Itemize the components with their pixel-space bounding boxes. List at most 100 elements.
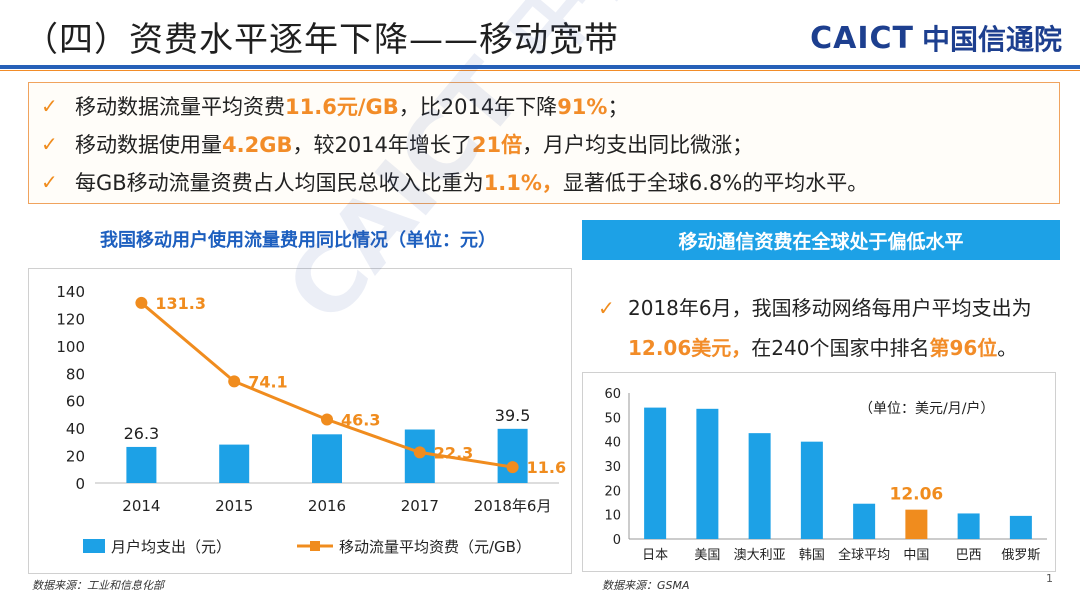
left-source: 数据来源：工业和信息化部 [32, 579, 164, 592]
bar [219, 444, 250, 483]
traffic-cost-chart: 0 20 40 60 80 100 120 140 26.3 2014 2015 2016 2017 39… [56, 283, 566, 556]
line-value-label: 11.6 [527, 458, 566, 477]
global-arpu-chart: 0 10 20 30 40 50 60 （单位：美元/月/户） 日本 美国 澳大利亚 韩国 全球平均 中国… [604, 387, 1047, 563]
y-tick-label: 40 [604, 436, 621, 451]
right-source: 数据来源：GSMA [602, 579, 690, 592]
bar [853, 503, 876, 539]
right-chart-panel: 0 10 20 30 40 50 60 （单位：美元/月/户） 日本 美国 澳大利亚 韩国 全球平均 中国… [582, 372, 1056, 572]
bar-value-label: 26.3 [124, 424, 160, 443]
page-title: （四）资费水平逐年下降——移动宽带 [24, 20, 619, 60]
unit-label: （单位：美元/月/户） [859, 400, 994, 417]
x-tick-label: 全球平均 [838, 547, 890, 563]
line-point [321, 413, 333, 426]
line-point [506, 461, 519, 474]
bar [905, 509, 928, 539]
body-text: ； [607, 95, 629, 119]
body-text: 。 [997, 336, 1018, 360]
check-icon: ✓ [41, 94, 58, 118]
bar [644, 407, 667, 539]
legend-swatch-bar [83, 539, 105, 553]
x-tick-label: 韩国 [799, 548, 825, 563]
bar [748, 433, 771, 539]
body-text: 在240个国家中排名 [751, 336, 930, 360]
legend-label-line: 移动流量平均资费（元/GB） [339, 538, 531, 556]
highlight-text: 4.2GB [222, 133, 293, 157]
body-text: 移动数据使用量 [75, 133, 222, 157]
header-rule [0, 65, 1080, 69]
bar-value-label: 39.5 [495, 406, 531, 425]
page-number: 1 [1046, 572, 1053, 585]
x-tick-label: 俄罗斯 [1001, 548, 1040, 563]
highlight-text: 第96位 [929, 336, 998, 360]
highlight-text: 1.1%， [483, 171, 563, 195]
line-value-label: 74.1 [248, 372, 287, 391]
y-tick-label: 60 [66, 393, 85, 411]
caict-logo: CAICT 中国信通院 [810, 18, 1062, 58]
highlight-text: 91% [557, 95, 608, 119]
line-value-label: 131.3 [155, 294, 206, 313]
body-text: 显著低于全球6.8%的平均水平。 [562, 171, 869, 195]
y-tick-label: 0 [75, 475, 85, 493]
legend-label-bar: 月户均支出（元） [111, 538, 231, 556]
check-icon: ✓ [41, 132, 58, 156]
y-tick-label: 20 [66, 448, 85, 466]
y-tick-label: 60 [604, 387, 621, 402]
highlight-text: 12.06美元， [628, 336, 752, 360]
bar [126, 446, 157, 483]
highlight-text: 11.6元/GB [285, 95, 399, 119]
left-chart-panel: 0 20 40 60 80 100 120 140 26.3 2014 2015 2016 2017 39… [28, 268, 572, 574]
bar [1009, 515, 1032, 539]
x-tick-label: 美国 [694, 548, 720, 563]
body-text: ，较2014年增长了 [292, 133, 472, 157]
bullet-3: ✓ 每GB移动流量资费占人均国民总收入比重为1.1%，显著低于全球6.8%的平均水… [41, 163, 1059, 201]
summary-bullets: ✓ 移动数据流量平均资费11.6元/GB，比2014年下降91%； ✓ 移动数据使用… [28, 82, 1060, 204]
y-tick-label: 140 [56, 283, 85, 301]
body-text: 移动数据流量平均资费 [75, 95, 285, 119]
x-tick-label: 2018年6月 [474, 497, 552, 515]
y-tick-label: 40 [66, 420, 85, 438]
x-tick-label: 2016 [308, 497, 346, 515]
logo-cn: 中国信通院 [921, 23, 1062, 56]
body-text: ，月户均支出同比微涨； [522, 133, 754, 157]
check-icon: ✓ [41, 170, 58, 194]
x-tick-label: 中国 [903, 548, 929, 563]
body-text: 每GB移动流量资费占人均国民总收入比重为 [75, 171, 484, 195]
y-tick-label: 50 [604, 411, 621, 426]
x-tick-label: 2015 [215, 497, 253, 515]
right-text-line2: 12.06美元，在240个国家中排名第96位。 [598, 328, 1068, 368]
right-summary: ✓ 2018年6月，我国移动网络每用户平均支出为 12.06美元，在240个国家中… [598, 288, 1068, 368]
y-tick-label: 0 [613, 533, 621, 548]
x-tick-label: 澳大利亚 [734, 547, 786, 563]
bar [957, 513, 980, 539]
line-value-label: 46.3 [341, 411, 380, 430]
bar [696, 408, 719, 539]
y-tick-label: 80 [66, 365, 85, 383]
y-tick-label: 30 [604, 460, 621, 475]
highlight-text: 21倍 [471, 133, 523, 157]
right-banner: 移动通信资费在全球处于偏低水平 [582, 220, 1060, 260]
line-point [228, 375, 241, 388]
bullet-1: ✓ 移动数据流量平均资费11.6元/GB，比2014年下降91%； [41, 87, 1059, 125]
y-tick-label: 20 [604, 484, 621, 499]
y-tick-label: 100 [56, 338, 85, 356]
check-icon: ✓ [598, 296, 615, 320]
left-chart-title: 我国移动用户使用流量费用同比情况（单位：元） [100, 230, 496, 251]
bar [800, 441, 823, 539]
bullet-text: 移动数据使用量4.2GB，较2014年增长了21倍，月户均支出同比微涨； [75, 129, 753, 159]
line-value-label: 22.3 [434, 443, 473, 462]
header-rule-accent [0, 70, 1080, 71]
y-tick-label: 120 [56, 310, 85, 328]
right-text-line1: 2018年6月，我国移动网络每用户平均支出为 [628, 296, 1032, 320]
y-tick-label: 10 [604, 509, 621, 524]
x-tick-label: 2017 [401, 497, 439, 515]
bullet-2: ✓ 移动数据使用量4.2GB，较2014年增长了21倍，月户均支出同比微涨； [41, 125, 1059, 163]
bullet-text: 每GB移动流量资费占人均国民总收入比重为1.1%，显著低于全球6.8%的平均水平… [75, 167, 868, 197]
bar [312, 434, 342, 483]
x-tick-label: 巴西 [956, 548, 982, 563]
bullet-text: 移动数据流量平均资费11.6元/GB，比2014年下降91%； [75, 91, 628, 121]
china-value-label: 12.06 [889, 485, 943, 505]
x-tick-label: 日本 [642, 548, 668, 563]
logo-en: CAICT [810, 20, 914, 56]
legend-marker-line [310, 541, 320, 551]
line-point [413, 446, 426, 459]
